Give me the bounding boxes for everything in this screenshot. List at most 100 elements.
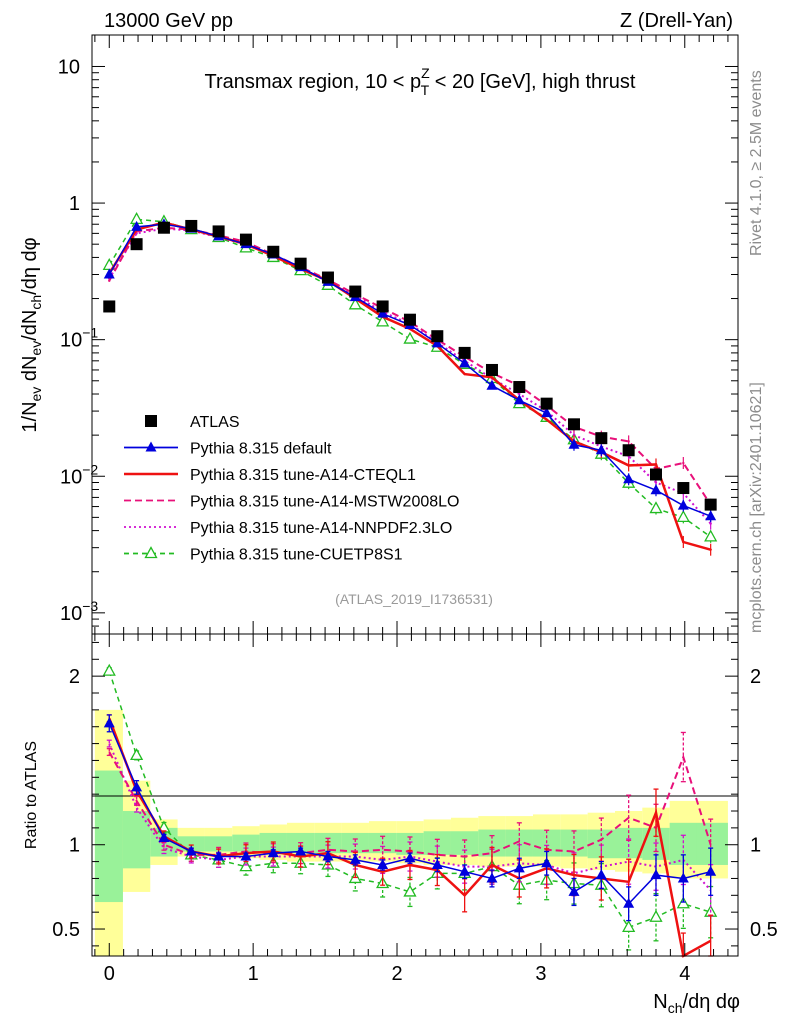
- legend-marker-atlas: [145, 415, 157, 427]
- ratio-point-default: [595, 869, 607, 880]
- main-point-cteql1: [709, 548, 712, 551]
- main-series-layer: [102, 211, 718, 556]
- collision-energy-label: 13000 GeV pp: [104, 10, 233, 32]
- mcplots-reference-label: mcplots.cern.ch [arXiv:2401.10621]: [748, 382, 765, 633]
- main-point-atlas: [212, 225, 225, 238]
- ratio-band-inner: [450, 831, 479, 855]
- main-point-atlas: [130, 238, 143, 251]
- legend-entry-default: Pythia 8.315 default: [124, 441, 332, 458]
- main-point-atlas: [239, 233, 252, 246]
- main-axis-ticks: 10 1 10−1 10−2 10−3: [58, 35, 738, 635]
- ratio-point-default: [295, 845, 307, 856]
- main-point-atlas: [513, 381, 526, 394]
- main-point-default: [103, 268, 115, 279]
- ratio-point-default: [185, 845, 197, 856]
- ratio-point-default: [377, 858, 389, 869]
- main-point-atlas: [431, 330, 444, 343]
- main-point-atlas: [567, 418, 580, 431]
- main-line-mstw: [108, 226, 712, 506]
- legend-entry-cuetp8s1: Pythia 8.315 tune-CUETP8S1: [124, 546, 403, 564]
- ratio-uncertainty-bands: [94, 709, 728, 956]
- main-point-default: [131, 220, 143, 231]
- ratio-y-tick-label: 1: [69, 835, 80, 857]
- main-y-tick-label: 10: [58, 56, 80, 78]
- main-point-default: [377, 307, 389, 318]
- main-point-cuetp8s1: [704, 529, 718, 542]
- ratio-panel: 0.5 0.5 1 1 2 2 0 1 2 3 4 Ratio to ATLAS Nch/dη dφ: [23, 633, 778, 1016]
- legend-marker-default: [145, 441, 157, 452]
- x-tick-label: 2: [391, 963, 402, 985]
- ratio-y-tick-label: 0.5: [52, 919, 80, 941]
- ratio-point-default: [322, 850, 334, 861]
- ratio-point-default: [404, 852, 416, 863]
- ratio-point-default: [267, 847, 279, 858]
- ratio-point-cuetp8s1: [102, 663, 116, 676]
- ratio-y-tick-label: 2: [69, 666, 80, 688]
- main-point-default: [623, 473, 635, 484]
- main-point-default: [595, 444, 607, 455]
- ratio-point-default: [513, 862, 525, 873]
- main-point-atlas: [540, 397, 553, 410]
- main-point-atlas: [649, 468, 662, 481]
- main-point-default: [541, 407, 553, 418]
- main-point-default: [650, 484, 662, 495]
- main-point-atlas: [622, 444, 635, 457]
- legend-entry-nnpdf: Pythia 8.315 tune-A14-NNPDF2.3LO: [124, 520, 452, 537]
- legend: ATLAS Pythia 8.315 default Pythia 8.315 tu…: [124, 414, 459, 564]
- main-y-tick-label: 10−2: [60, 461, 98, 488]
- main-point-default: [431, 337, 443, 348]
- ratio-band-inner: [341, 832, 369, 854]
- ratio-y-tick-label-right: 2: [750, 666, 761, 688]
- main-point-default: [486, 379, 498, 390]
- ratio-point-cuetp8s1: [676, 896, 690, 909]
- legend-label-cteql1: Pythia 8.315 tune-A14-CTEQL1: [190, 467, 416, 484]
- legend-label-atlas: ATLAS: [190, 414, 240, 431]
- ratio-point-default: [677, 872, 689, 883]
- main-point-atlas: [321, 271, 334, 284]
- ratio-point-default: [486, 872, 498, 883]
- ratio-point-default: [541, 857, 553, 868]
- main-point-atlas: [704, 498, 717, 511]
- ratio-point-default: [623, 897, 635, 908]
- main-plot-frame: [91, 34, 739, 635]
- x-tick-label: 1: [248, 963, 259, 985]
- main-point-nnpdf: [654, 481, 658, 484]
- main-point-cteql1: [654, 463, 658, 466]
- ratio-point-cuetp8s1: [622, 919, 636, 932]
- ratio-band-inner: [696, 822, 728, 865]
- main-point-default: [677, 499, 689, 510]
- ratio-point-cuetp8s1: [403, 884, 417, 897]
- main-point-atlas: [294, 257, 307, 270]
- ratio-point-default: [158, 831, 170, 842]
- main-y-tick-label: 1: [69, 193, 80, 215]
- main-point-default: [459, 357, 471, 368]
- main-y-tick-label: 10−1: [60, 325, 98, 352]
- main-point-cuetp8s1: [376, 314, 390, 327]
- ratio-point-default: [103, 717, 115, 728]
- main-point-default: [705, 510, 717, 521]
- main-point-cteql1: [682, 540, 685, 544]
- ratio-point-default: [459, 865, 471, 876]
- ratio-axis-ticks: 0.5 0.5 1 1 2 2 0 1 2 3 4: [52, 634, 778, 985]
- main-point-atlas: [677, 482, 690, 495]
- main-point-default: [568, 438, 580, 449]
- ratio-line-cuetp8s1: [108, 670, 711, 929]
- main-point-nnpdf: [709, 522, 712, 525]
- analysis-reference-label: (ATLAS_2019_I1736531): [335, 591, 493, 607]
- process-label: Z (Drell-Yan): [620, 10, 733, 32]
- ratio-series-layer: [102, 663, 718, 958]
- main-point-atlas: [185, 219, 198, 232]
- main-point-cteql1: [490, 376, 494, 379]
- x-tick-label: 3: [535, 963, 546, 985]
- main-point-atlas: [485, 363, 498, 376]
- legend-entry-mstw: Pythia 8.315 tune-A14-MSTW2008LO: [124, 494, 459, 511]
- ratio-point-default: [213, 850, 225, 861]
- main-point-cteql1: [463, 372, 466, 376]
- legend-label-nnpdf: Pythia 8.315 tune-A14-NNPDF2.3LO: [190, 520, 452, 537]
- legend-label-default: Pythia 8.315 default: [190, 441, 332, 458]
- main-point-cuetp8s1: [348, 297, 362, 310]
- ratio-band-inner: [122, 811, 151, 869]
- main-point-atlas: [349, 285, 362, 298]
- legend-marker-cuetp8s1: [144, 546, 158, 559]
